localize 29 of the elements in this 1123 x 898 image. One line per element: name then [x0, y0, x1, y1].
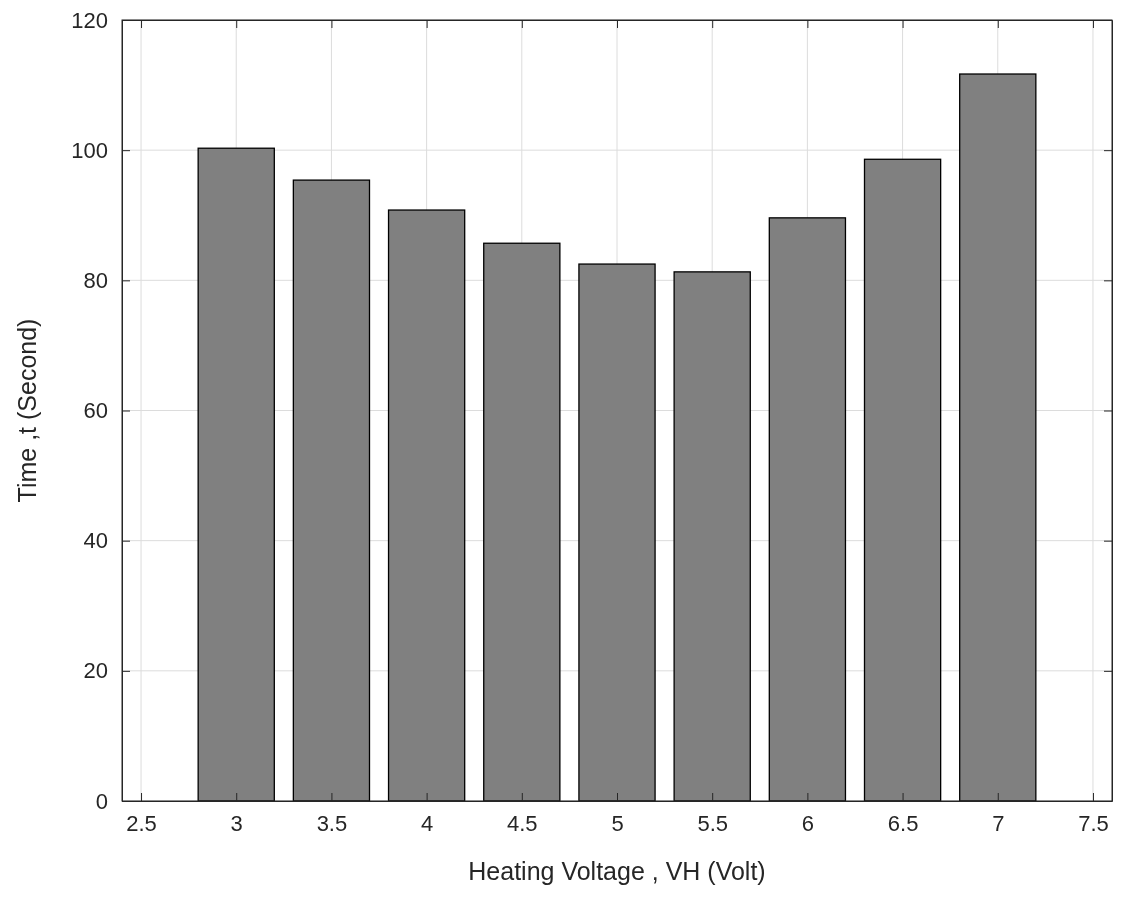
y-tick-label: 20 [83, 658, 108, 684]
bar [863, 158, 942, 802]
bar [768, 217, 847, 802]
x-tick-label: 4.5 [507, 810, 538, 836]
y-tick-label: 80 [83, 267, 108, 293]
bar [197, 147, 275, 802]
y-axis-title: Time ,t (Second) [13, 318, 41, 503]
x-tick-label: 2.5 [126, 810, 157, 836]
bar [387, 209, 466, 802]
x-tick-label: 5.5 [697, 810, 728, 836]
x-tick-label: 4 [420, 810, 434, 836]
x-tick-label: 3.5 [316, 810, 348, 836]
x-axis-title: Heating Voltage , VH (Volt) [468, 857, 766, 885]
y-tick-label: 0 [95, 788, 108, 814]
x-tick-label: 6.5 [887, 810, 919, 836]
y-tick-label: 60 [83, 398, 108, 424]
y-tick-label: 100 [71, 137, 108, 163]
y-tick-label: 120 [71, 7, 108, 33]
bar [578, 263, 656, 802]
bar [483, 242, 561, 802]
x-tick-label: 7 [992, 810, 1005, 836]
bar [292, 179, 371, 802]
bar [673, 271, 751, 802]
x-tick-label: 5 [611, 810, 624, 836]
y-tick-label: 40 [83, 528, 108, 554]
bar [959, 73, 1037, 802]
x-tick-label: 3 [230, 810, 243, 836]
x-tick-label: 7.5 [1078, 810, 1109, 836]
x-tick-label: 6 [801, 810, 815, 836]
